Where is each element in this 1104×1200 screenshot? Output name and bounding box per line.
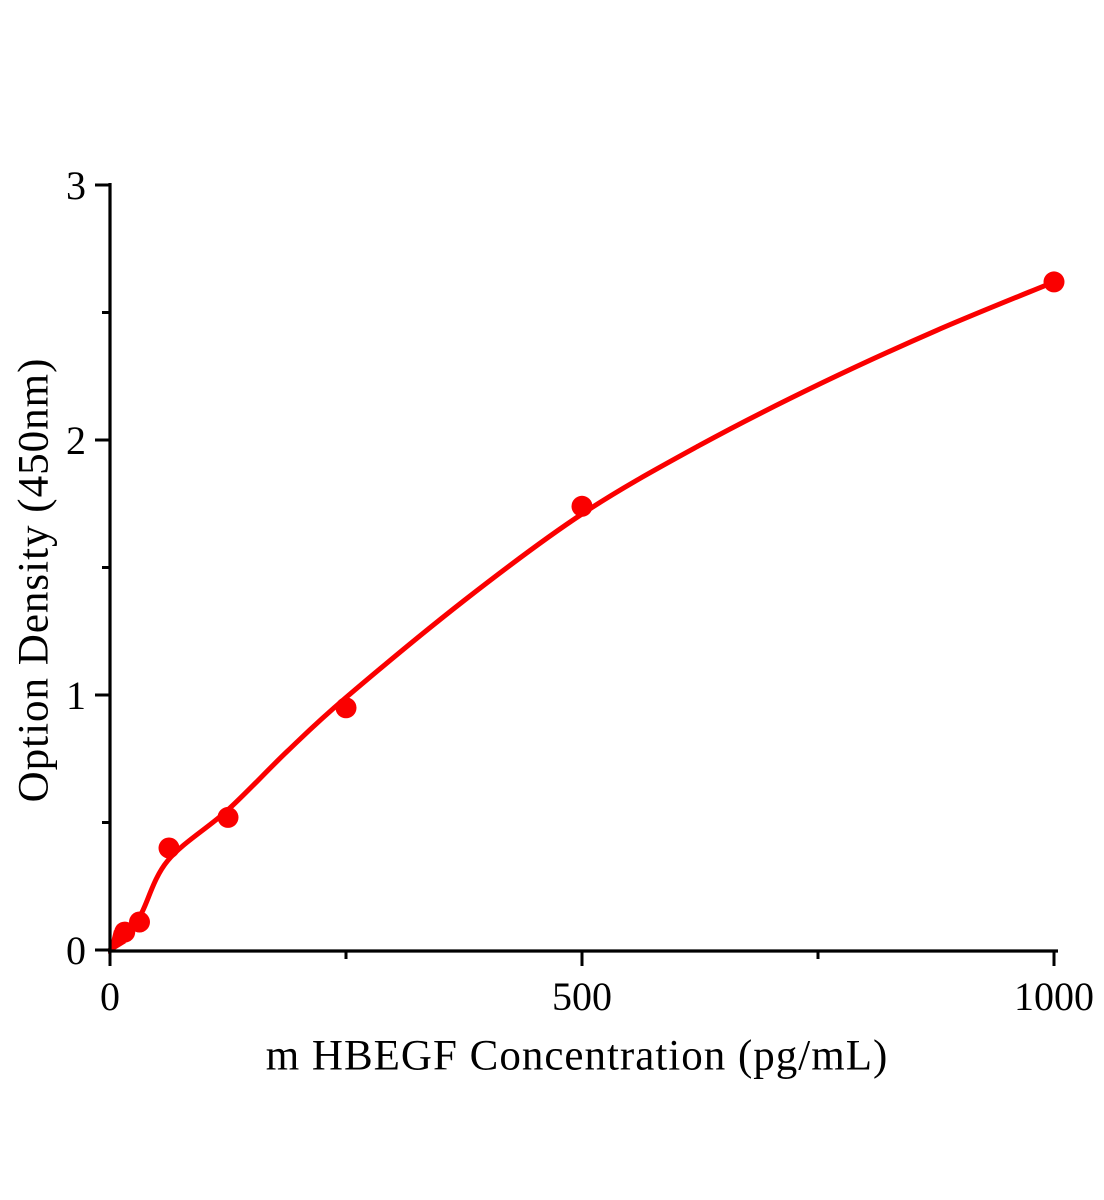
x-tick-label: 1000: [1014, 974, 1094, 1019]
x-axis-title: m HBEGF Concentration (pg/mL): [265, 1032, 889, 1080]
y-axis-title: Option Density (450nm): [10, 357, 58, 803]
data-point: [129, 911, 150, 933]
y-tick-label: 3: [66, 163, 86, 208]
data-point: [158, 837, 180, 859]
data-point: [217, 806, 239, 828]
y-tick-label: 2: [66, 418, 86, 463]
y-tick-label: 0: [66, 928, 86, 973]
x-tick-label: 0: [100, 974, 120, 1019]
fit-curve: [108, 279, 1055, 952]
data-point: [571, 495, 593, 517]
data-point: [335, 697, 357, 719]
curve-start-cap: [108, 930, 126, 954]
y-tick-label: 1: [66, 673, 86, 718]
data-point: [1043, 271, 1065, 293]
x-tick-label: 500: [552, 974, 612, 1019]
data-point: [114, 921, 136, 943]
